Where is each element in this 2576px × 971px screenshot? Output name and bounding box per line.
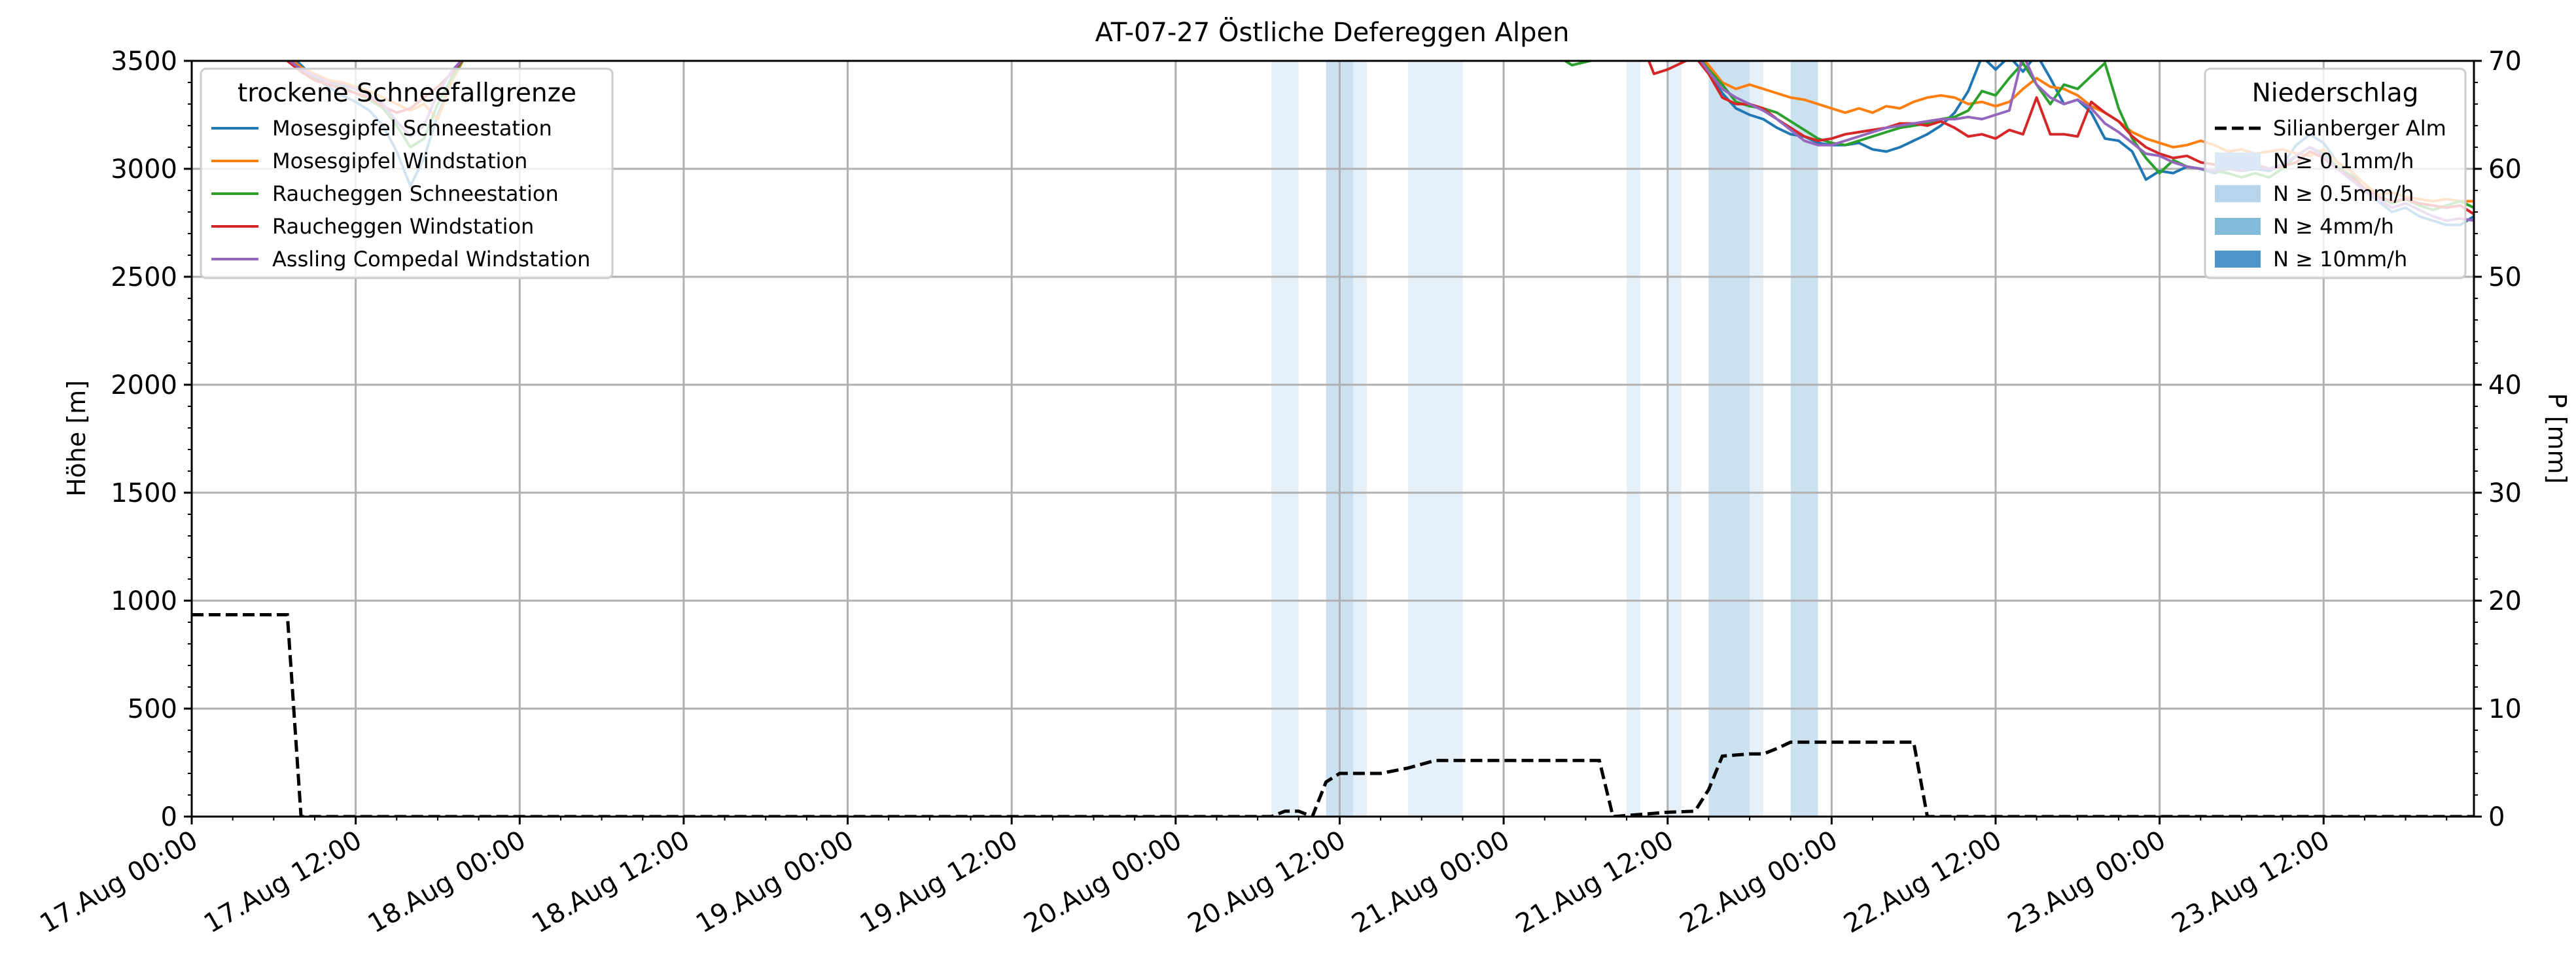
- legend-right-swatch: [2215, 251, 2261, 268]
- precip-band: [1627, 61, 1640, 817]
- precip-line: [192, 613, 2474, 817]
- y-tick-label: 1500: [111, 478, 177, 508]
- legend-left-label: Mosesgipfel Windstation: [272, 149, 527, 173]
- precip-band: [1353, 61, 1367, 817]
- legend-right-swatch: [2215, 185, 2261, 202]
- y-tick-label: 500: [128, 694, 177, 724]
- legend-left-label: Raucheggen Schneestation: [272, 181, 559, 206]
- y-axis-label: Höhe [m]: [62, 380, 91, 497]
- plot-frame: [190, 60, 2475, 818]
- legend-left-label: Raucheggen Windstation: [272, 214, 534, 239]
- precip-bands: [1271, 61, 1818, 817]
- legend-left-frame: [200, 67, 614, 279]
- y-tick-label: 2500: [111, 262, 177, 292]
- precip-band: [1271, 61, 1299, 817]
- legend-right-title: Niederschlag: [2252, 79, 2419, 108]
- legend-right-swatch: [2215, 152, 2261, 169]
- precip-band: [1790, 61, 1818, 817]
- legend-left: trockene Schneefallgrenze Mosesgipfel Sc…: [200, 67, 614, 279]
- legend-right-label: N ≥ 4mm/h: [2273, 214, 2394, 239]
- y2-tick-label: 60: [2488, 154, 2522, 185]
- legend-right-swatch: [2215, 218, 2261, 235]
- legend-left-title: trockene Schneefallgrenze: [238, 79, 576, 108]
- precip-line-silianberger-alm: [192, 613, 2474, 817]
- legend-right-label: N ≥ 10mm/h: [2273, 247, 2407, 272]
- precip-band: [1708, 61, 1750, 817]
- legend-right-label: N ≥ 0.1mm/h: [2273, 149, 2414, 173]
- y-tick-label: 1000: [111, 586, 177, 616]
- y2-tick-label: 20: [2488, 586, 2522, 616]
- y2-tick-label: 0: [2488, 802, 2505, 832]
- legend-left-label: Mosesgipfel Schneestation: [272, 116, 552, 141]
- y2-tick-label: 40: [2488, 370, 2522, 400]
- y2-tick-label: 10: [2488, 694, 2522, 724]
- chart-title: AT-07-27 Östliche Defereggen Alpen: [1095, 16, 1570, 48]
- y-tick-label: 3500: [111, 46, 177, 77]
- precip-band: [1407, 61, 1463, 817]
- legend-right-frame: [2204, 67, 2467, 279]
- y-tick-label: 2000: [111, 370, 177, 400]
- legend-left-label: Assling Compedal Windstation: [272, 247, 590, 272]
- y2-axis-label: P [mm]: [2543, 393, 2571, 484]
- y2-tick-label: 50: [2488, 262, 2522, 292]
- legend-right-label: N ≥ 0.5mm/h: [2273, 181, 2414, 206]
- y2-tick-label: 70: [2488, 46, 2522, 77]
- legend-right-label: Silianberger Alm: [2273, 116, 2446, 141]
- legend-right: Niederschlag Silianberger Alm N ≥ 0.1mm/h…: [2204, 67, 2467, 279]
- y-tick-label: 0: [161, 802, 177, 832]
- y-tick-label: 3000: [111, 154, 177, 185]
- precip-band: [1667, 61, 1682, 817]
- y2-tick-label: 30: [2488, 478, 2522, 508]
- precip-band: [1750, 61, 1763, 817]
